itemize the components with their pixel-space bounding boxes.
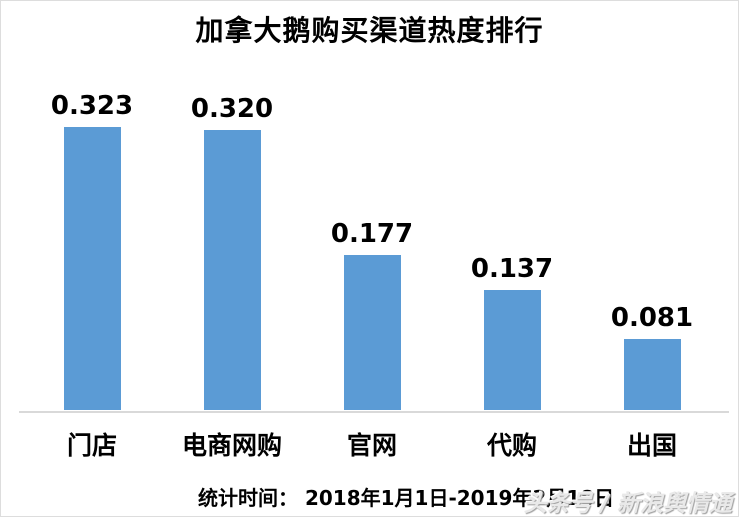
bar-column-group: 0.320 bbox=[162, 96, 302, 410]
bar-value-label: 0.137 bbox=[470, 254, 554, 284]
bar bbox=[203, 130, 261, 410]
bar bbox=[483, 290, 541, 410]
chart-title: 加拿大鹅购买渠道热度排行 bbox=[195, 14, 544, 47]
bar-value-label: 0.177 bbox=[330, 219, 414, 249]
x-axis-category-label: 门店 bbox=[66, 431, 117, 460]
source-watermark: 头条号 / 新浪舆情通 bbox=[523, 491, 732, 517]
x-axis-category-label: 电商网购 bbox=[181, 431, 282, 460]
bar-column-group: 0.081 bbox=[582, 305, 722, 410]
bar-value-label: 0.320 bbox=[190, 94, 274, 124]
bar-column-group: 0.323 bbox=[22, 93, 162, 410]
stats-period-label: 统计时间： 2018年1月1日-2019年2月18日 bbox=[198, 486, 615, 510]
bar bbox=[63, 127, 121, 410]
bar-column-group: 0.137 bbox=[442, 256, 582, 410]
bar bbox=[623, 339, 681, 410]
bar-value-label: 0.081 bbox=[610, 303, 694, 333]
x-axis-category-label: 官网 bbox=[346, 431, 397, 460]
x-axis-category-row: 门店 电商网购 官网 代购 出国 bbox=[22, 426, 722, 462]
x-axis-category-label: 代购 bbox=[486, 431, 537, 460]
x-axis-line bbox=[19, 411, 729, 413]
bar-value-label: 0.323 bbox=[50, 91, 134, 121]
bar-column-group: 0.177 bbox=[302, 221, 442, 410]
x-axis-category-label: 出国 bbox=[626, 431, 677, 460]
bar bbox=[343, 255, 401, 410]
